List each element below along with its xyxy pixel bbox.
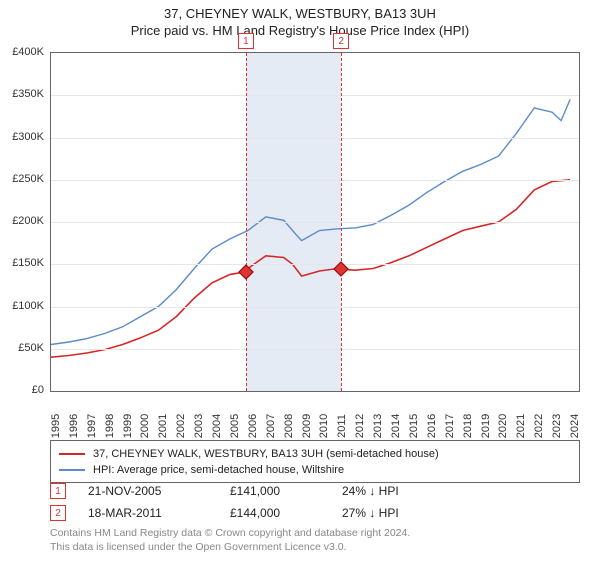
x-tick-label: 1998: [104, 414, 116, 438]
y-tick-label: £300K: [12, 131, 44, 143]
x-tick-label: 2024: [569, 414, 581, 438]
x-tick-label: 1999: [122, 414, 134, 438]
x-tick-label: 2015: [408, 414, 420, 438]
x-tick-label: 1996: [68, 414, 80, 438]
sale-date: 21-NOV-2005: [88, 484, 208, 498]
x-axis-labels: 1995 1996 1997 1998 1999 2000 2001 2002 2003 2004…: [50, 394, 580, 438]
y-tick-label: £200K: [12, 215, 44, 227]
attribution-line: Contains HM Land Registry data © Crown c…: [50, 526, 580, 540]
x-tick-label: 2000: [139, 414, 151, 438]
legend-swatch: [59, 469, 85, 471]
x-tick-label: 2014: [390, 414, 402, 438]
y-tick-label: £150K: [12, 257, 44, 269]
sale-marker-box: 2: [50, 505, 66, 521]
x-tick-label: 2009: [301, 414, 313, 438]
sale-dash-line: [246, 53, 247, 391]
title-sub: Price paid vs. HM Land Registry's House …: [0, 23, 600, 38]
x-tick-label: 2006: [247, 414, 259, 438]
sale-marker-box: 2: [333, 33, 349, 49]
legend: 37, CHEYNEY WALK, WESTBURY, BA13 3UH (se…: [50, 440, 580, 483]
chart-container: 37, CHEYNEY WALK, WESTBURY, BA13 3UH Pri…: [0, 6, 600, 566]
x-tick-label: 2005: [229, 414, 241, 438]
sale-diff: 24% ↓ HPI: [342, 484, 399, 498]
legend-label: HPI: Average price, semi-detached house,…: [93, 464, 344, 476]
y-axis-labels: £0£50K£100K£150K£200K£250K£300K£350K£400…: [0, 52, 48, 392]
x-tick-label: 2018: [462, 414, 474, 438]
sale-row: 1 21-NOV-2005 £141,000 24% ↓ HPI: [50, 480, 580, 502]
x-tick-label: 1995: [50, 414, 62, 438]
x-tick-label: 2011: [336, 414, 348, 438]
sale-row: 2 18-MAR-2011 £144,000 27% ↓ HPI: [50, 502, 580, 524]
sale-date: 18-MAR-2011: [88, 506, 208, 520]
x-tick-label: 2020: [497, 414, 509, 438]
sales-table: 1 21-NOV-2005 £141,000 24% ↓ HPI 2 18-MA…: [50, 480, 580, 524]
sale-price: £141,000: [230, 484, 320, 498]
legend-row: HPI: Average price, semi-detached house,…: [59, 462, 571, 478]
attribution-line: This data is licensed under the Open Gov…: [50, 540, 580, 554]
legend-swatch: [59, 453, 85, 455]
plot-area: 12: [50, 52, 580, 392]
legend-row: 37, CHEYNEY WALK, WESTBURY, BA13 3UH (se…: [59, 446, 571, 462]
legend-label: 37, CHEYNEY WALK, WESTBURY, BA13 3UH (se…: [93, 448, 439, 460]
x-tick-label: 2013: [372, 414, 384, 438]
sale-marker-box: 1: [238, 33, 254, 49]
x-tick-label: 2016: [426, 414, 438, 438]
y-tick-label: £0: [32, 384, 44, 396]
x-tick-label: 2002: [175, 414, 187, 438]
x-tick-label: 2012: [354, 414, 366, 438]
x-tick-label: 2007: [265, 414, 277, 438]
x-tick-label: 2001: [157, 414, 169, 438]
x-tick-label: 2003: [193, 414, 205, 438]
y-tick-label: £400K: [12, 46, 44, 58]
x-tick-label: 2008: [283, 414, 295, 438]
series-property: [51, 180, 570, 357]
sale-diff: 27% ↓ HPI: [342, 506, 399, 520]
y-tick-label: £250K: [12, 173, 44, 185]
sale-price: £144,000: [230, 506, 320, 520]
sale-dash-line: [341, 53, 342, 391]
title-block: 37, CHEYNEY WALK, WESTBURY, BA13 3UH Pri…: [0, 6, 600, 38]
title-main: 37, CHEYNEY WALK, WESTBURY, BA13 3UH: [0, 6, 600, 21]
x-tick-label: 2004: [211, 414, 223, 438]
x-tick-label: 2019: [480, 414, 492, 438]
y-tick-label: £100K: [12, 300, 44, 312]
x-tick-label: 2017: [444, 414, 456, 438]
x-tick-label: 2021: [515, 414, 527, 438]
x-tick-label: 2023: [551, 414, 563, 438]
sale-marker-box: 1: [50, 483, 66, 499]
attribution: Contains HM Land Registry data © Crown c…: [50, 526, 580, 554]
x-tick-label: 2010: [318, 414, 330, 438]
y-tick-label: £50K: [18, 342, 44, 354]
x-tick-label: 2022: [533, 414, 545, 438]
x-tick-label: 1997: [86, 414, 98, 438]
y-tick-label: £350K: [12, 88, 44, 100]
